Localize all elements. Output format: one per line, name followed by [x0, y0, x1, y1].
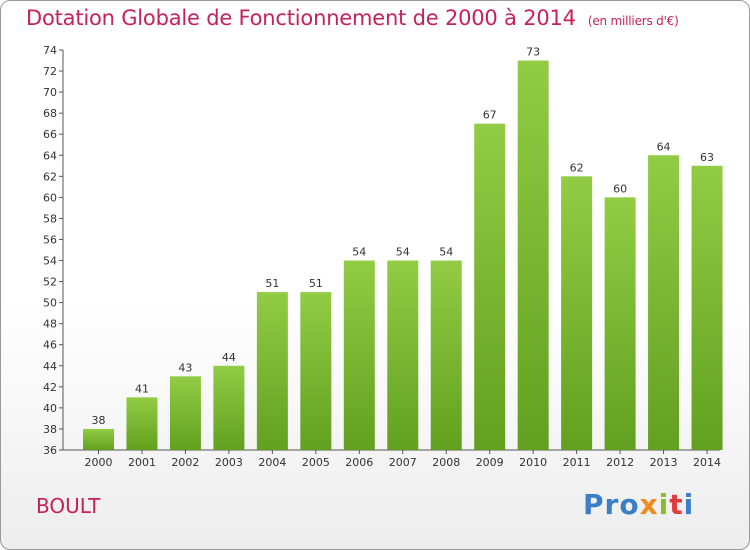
chart-title-text: Dotation Globale de Fonctionnement de 20… [26, 6, 576, 30]
chart-title: Dotation Globale de Fonctionnement de 20… [26, 6, 679, 30]
x-tick-label: 2014 [693, 456, 721, 469]
bar [648, 155, 680, 450]
y-tick-label: 36 [43, 444, 57, 457]
bar-value-label: 44 [222, 351, 236, 364]
bar-value-label: 43 [178, 361, 192, 374]
x-tick-label: 2007 [389, 456, 417, 469]
bar-value-label: 41 [135, 382, 149, 395]
bar-value-label: 51 [265, 277, 279, 290]
bar-value-label: 62 [570, 161, 584, 174]
bar [213, 365, 245, 450]
x-tick-label: 2013 [650, 456, 678, 469]
y-tick-label: 48 [43, 318, 57, 331]
bar-value-label: 73 [526, 46, 540, 59]
y-tick-label: 56 [43, 233, 57, 246]
bar [561, 176, 593, 450]
commune-name: BOULT [36, 494, 101, 518]
y-tick-label: 40 [43, 402, 57, 415]
x-tick-label: 2005 [302, 456, 330, 469]
y-tick-label: 68 [43, 107, 57, 120]
x-tick-label: 2001 [128, 456, 156, 469]
y-tick-label: 50 [43, 297, 57, 310]
logo-part-2: x [639, 488, 659, 521]
y-tick-label: 52 [43, 276, 57, 289]
y-tick-label: 74 [43, 44, 57, 57]
proxiti-logo: Proxiti [583, 488, 694, 521]
bar [256, 292, 288, 450]
x-tick-label: 2006 [345, 456, 373, 469]
x-tick-label: 2003 [215, 456, 243, 469]
logo-part-1: Pro [583, 488, 640, 521]
x-tick-label: 2011 [563, 456, 591, 469]
bar [691, 165, 723, 450]
y-tick-label: 62 [43, 170, 57, 183]
x-tick-label: 2012 [606, 456, 634, 469]
x-tick-label: 2008 [432, 456, 460, 469]
y-tick-label: 58 [43, 212, 57, 225]
bar-value-label: 51 [309, 277, 323, 290]
bar [343, 260, 375, 450]
bar [387, 260, 419, 450]
bar [604, 197, 636, 450]
bar-value-label: 67 [483, 109, 497, 122]
bar [126, 397, 158, 450]
logo-part-4: t [669, 488, 684, 521]
bar-value-label: 54 [439, 246, 453, 259]
y-tick-label: 60 [43, 191, 57, 204]
bar-value-label: 64 [657, 140, 671, 153]
y-tick-label: 42 [43, 381, 57, 394]
y-tick-label: 44 [43, 360, 57, 373]
logo-part-5: i [683, 488, 695, 521]
y-tick-label: 66 [43, 128, 57, 141]
y-tick-label: 46 [43, 339, 57, 352]
bar [430, 260, 462, 450]
logo-part-3: i [658, 488, 670, 521]
bar-value-label: 63 [700, 151, 714, 164]
y-tick-label: 72 [43, 65, 57, 78]
x-tick-label: 2004 [258, 456, 286, 469]
y-tick-label: 70 [43, 86, 57, 99]
bar [169, 376, 201, 450]
y-tick-label: 54 [43, 255, 57, 268]
bar [83, 428, 114, 450]
bars: 38 41 43 44 51 51 54 54 54 67 73 62 60 64 63 [83, 46, 723, 451]
bar [474, 123, 506, 451]
chart-unit: (en milliers d'€) [587, 14, 679, 28]
x-tick-label: 2000 [85, 456, 113, 469]
x-tick-label: 2009 [476, 456, 504, 469]
x-tick-label: 2010 [519, 456, 547, 469]
bar-value-label: 54 [396, 246, 410, 259]
bar-value-label: 54 [352, 246, 366, 259]
bar-value-label: 60 [613, 182, 627, 195]
bar [300, 292, 332, 450]
y-tick-label: 38 [43, 423, 57, 436]
y-tick-label: 64 [43, 149, 57, 162]
bar [517, 60, 549, 451]
bar-value-label: 38 [92, 414, 106, 427]
x-tick-label: 2002 [171, 456, 199, 469]
